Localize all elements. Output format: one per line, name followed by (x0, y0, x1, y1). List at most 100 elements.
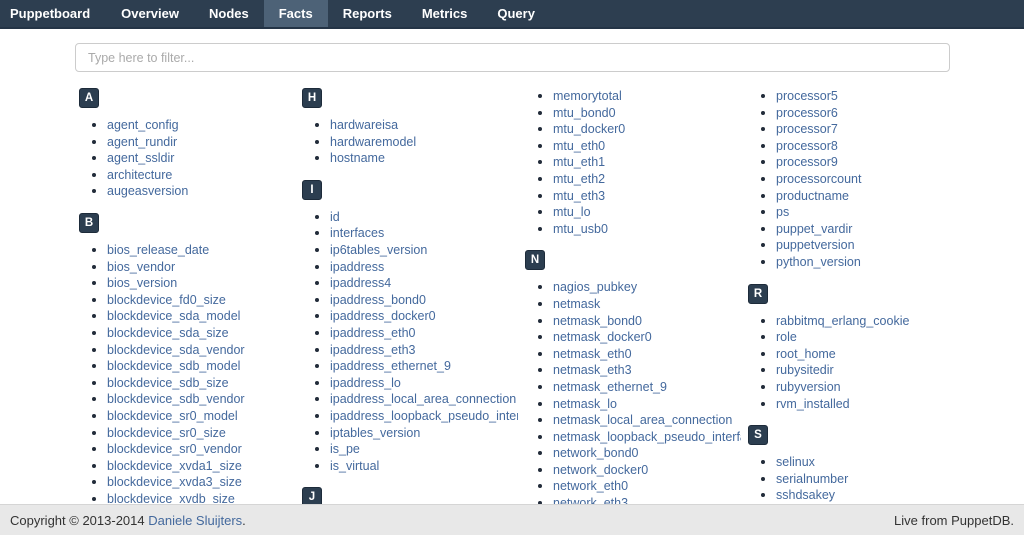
fact-link-blockdevice_sda_size[interactable]: blockdevice_sda_size (107, 325, 229, 340)
fact-link-netmask_bond0[interactable]: netmask_bond0 (553, 313, 642, 328)
fact-item: mtu_docker0 (553, 121, 741, 138)
fact-link-blockdevice_sr0_vendor[interactable]: blockdevice_sr0_vendor (107, 442, 242, 457)
fact-link-network_eth0[interactable]: network_eth0 (553, 479, 629, 494)
fact-link-blockdevice_sdb_model[interactable]: blockdevice_sdb_model (107, 359, 241, 374)
fact-link-serialnumber[interactable]: serialnumber (776, 471, 849, 486)
fact-link-mtu_bond0[interactable]: mtu_bond0 (553, 105, 616, 120)
fact-link-puppetversion[interactable]: puppetversion (776, 238, 855, 253)
fact-link-ipaddress[interactable]: ipaddress (330, 259, 385, 274)
fact-link-netmask_loopback_pseudo_interfa[interactable]: netmask_loopback_pseudo_interfa (553, 429, 741, 444)
fact-link-netmask_local_area_connection[interactable]: netmask_local_area_connection (553, 413, 733, 428)
fact-link-blockdevice_fd0_size[interactable]: blockdevice_fd0_size (107, 292, 226, 307)
fact-link-ipaddress_docker0[interactable]: ipaddress_docker0 (330, 309, 436, 324)
fact-link-blockdevice_sda_model[interactable]: blockdevice_sda_model (107, 309, 241, 324)
fact-link-netmask_ethernet_9[interactable]: netmask_ethernet_9 (553, 379, 667, 394)
filter-input[interactable] (75, 43, 950, 72)
fact-link-mtu_eth1[interactable]: mtu_eth1 (553, 155, 606, 170)
fact-link-rubysitedir[interactable]: rubysitedir (776, 363, 834, 378)
fact-link-network_docker0[interactable]: network_docker0 (553, 462, 649, 477)
fact-link-mtu_eth0[interactable]: mtu_eth0 (553, 138, 606, 153)
fact-link-hardwaremodel[interactable]: hardwaremodel (330, 134, 417, 149)
fact-link-netmask[interactable]: netmask (553, 296, 601, 311)
fact-link-rvm_installed[interactable]: rvm_installed (776, 396, 850, 411)
fact-item: processor8 (776, 138, 964, 155)
fact-link-productname[interactable]: productname (776, 188, 849, 203)
fact-link-ipaddress_ethernet_9[interactable]: ipaddress_ethernet_9 (330, 359, 451, 374)
fact-link-ipaddress_eth0[interactable]: ipaddress_eth0 (330, 325, 416, 340)
fact-link-rubyversion[interactable]: rubyversion (776, 379, 841, 394)
fact-item: processor7 (776, 121, 964, 138)
fact-link-processor9[interactable]: processor9 (776, 155, 838, 170)
fact-link-is_pe[interactable]: is_pe (330, 442, 360, 457)
footer-author-link[interactable]: Daniele Sluijters (148, 512, 243, 528)
fact-link-selinux[interactable]: selinux (776, 455, 815, 470)
fact-link-is_virtual[interactable]: is_virtual (330, 458, 380, 473)
fact-link-iptables_version[interactable]: iptables_version (330, 425, 421, 440)
fact-link-ip6tables_version[interactable]: ip6tables_version (330, 242, 428, 257)
fact-link-bios_version[interactable]: bios_version (107, 276, 178, 291)
fact-link-processor7[interactable]: processor7 (776, 122, 838, 137)
fact-link-puppet_vardir[interactable]: puppet_vardir (776, 221, 853, 236)
nav-item-nodes[interactable]: Nodes (209, 6, 249, 21)
fact-link-nagios_pubkey[interactable]: nagios_pubkey (553, 280, 638, 295)
fact-link-ipaddress_loopback_pseudo_interf[interactable]: ipaddress_loopback_pseudo_interf (330, 408, 518, 423)
fact-link-agent_config[interactable]: agent_config (107, 118, 179, 132)
fact-link-hardwareisa[interactable]: hardwareisa (330, 118, 399, 132)
fact-item: ipaddress_eth3 (330, 342, 518, 359)
fact-link-agent_ssldir[interactable]: agent_ssldir (107, 151, 175, 166)
fact-link-role[interactable]: role (776, 330, 797, 345)
navbar-brand[interactable]: Puppetboard (10, 6, 91, 21)
fact-link-architecture[interactable]: architecture (107, 167, 173, 182)
fact-link-blockdevice_sda_vendor[interactable]: blockdevice_sda_vendor (107, 342, 245, 357)
nav-item-query[interactable]: Query (497, 6, 535, 21)
fact-link-blockdevice_xvda1_size[interactable]: blockdevice_xvda1_size (107, 458, 242, 473)
fact-link-augeasversion[interactable]: augeasversion (107, 184, 189, 199)
fact-link-netmask_docker0[interactable]: netmask_docker0 (553, 330, 652, 345)
fact-link-python_version[interactable]: python_version (776, 254, 861, 269)
fact-item: python_version (776, 254, 964, 271)
fact-link-ps[interactable]: ps (776, 205, 790, 220)
fact-item: processor6 (776, 105, 964, 122)
fact-link-ipaddress_bond0[interactable]: ipaddress_bond0 (330, 292, 426, 307)
fact-link-sshdsakey[interactable]: sshdsakey (776, 488, 836, 503)
fact-link-blockdevice_sdb_vendor[interactable]: blockdevice_sdb_vendor (107, 392, 245, 407)
fact-link-bios_vendor[interactable]: bios_vendor (107, 259, 176, 274)
fact-link-blockdevice_sdb_size[interactable]: blockdevice_sdb_size (107, 375, 229, 390)
fact-link-blockdevice_sr0_model[interactable]: blockdevice_sr0_model (107, 408, 238, 423)
fact-link-root_home[interactable]: root_home (776, 346, 836, 361)
fact-item: bios_vendor (107, 259, 295, 276)
fact-link-ipaddress_local_area_connection[interactable]: ipaddress_local_area_connection (330, 392, 517, 407)
fact-link-mtu_docker0[interactable]: mtu_docker0 (553, 122, 626, 137)
fact-link-processorcount[interactable]: processorcount (776, 171, 862, 186)
fact-link-netmask_lo[interactable]: netmask_lo (553, 396, 617, 411)
fact-link-rabbitmq_erlang_cookie[interactable]: rabbitmq_erlang_cookie (776, 313, 910, 328)
fact-link-id[interactable]: id (330, 209, 340, 224)
fact-link-blockdevice_xvda3_size[interactable]: blockdevice_xvda3_size (107, 475, 242, 490)
fact-link-bios_release_date[interactable]: bios_release_date (107, 242, 210, 257)
fact-link-mtu_usb0[interactable]: mtu_usb0 (553, 221, 608, 236)
fact-link-netmask_eth0[interactable]: netmask_eth0 (553, 346, 632, 361)
fact-link-mtu_lo[interactable]: mtu_lo (553, 205, 591, 220)
fact-link-memorytotal[interactable]: memorytotal (553, 89, 622, 103)
fact-link-blockdevice_xvdb_size[interactable]: blockdevice_xvdb_size (107, 491, 235, 506)
fact-link-interfaces[interactable]: interfaces (330, 226, 385, 241)
fact-link-network_bond0[interactable]: network_bond0 (553, 446, 639, 461)
nav-item-metrics[interactable]: Metrics (421, 6, 468, 21)
fact-link-ipaddress_lo[interactable]: ipaddress_lo (330, 375, 401, 390)
fact-item: selinux (776, 454, 964, 471)
fact-link-processor6[interactable]: processor6 (776, 105, 838, 120)
fact-link-mtu_eth2[interactable]: mtu_eth2 (553, 171, 606, 186)
fact-link-mtu_eth3[interactable]: mtu_eth3 (553, 188, 606, 203)
nav-item-reports[interactable]: Reports (342, 6, 392, 21)
fact-link-ipaddress_eth3[interactable]: ipaddress_eth3 (330, 342, 416, 357)
fact-link-ipaddress4[interactable]: ipaddress4 (330, 276, 392, 291)
nav-item-facts[interactable]: Facts (263, 0, 328, 27)
nav-item-overview[interactable]: Overview (121, 6, 179, 21)
fact-link-processor5[interactable]: processor5 (776, 89, 838, 103)
fact-link-hostname[interactable]: hostname (330, 151, 385, 166)
fact-link-blockdevice_sr0_size[interactable]: blockdevice_sr0_size (107, 425, 226, 440)
fact-link-agent_rundir[interactable]: agent_rundir (107, 134, 178, 149)
fact-link-processor8[interactable]: processor8 (776, 138, 838, 153)
fact-item: netmask (553, 296, 741, 313)
fact-link-netmask_eth3[interactable]: netmask_eth3 (553, 363, 632, 378)
